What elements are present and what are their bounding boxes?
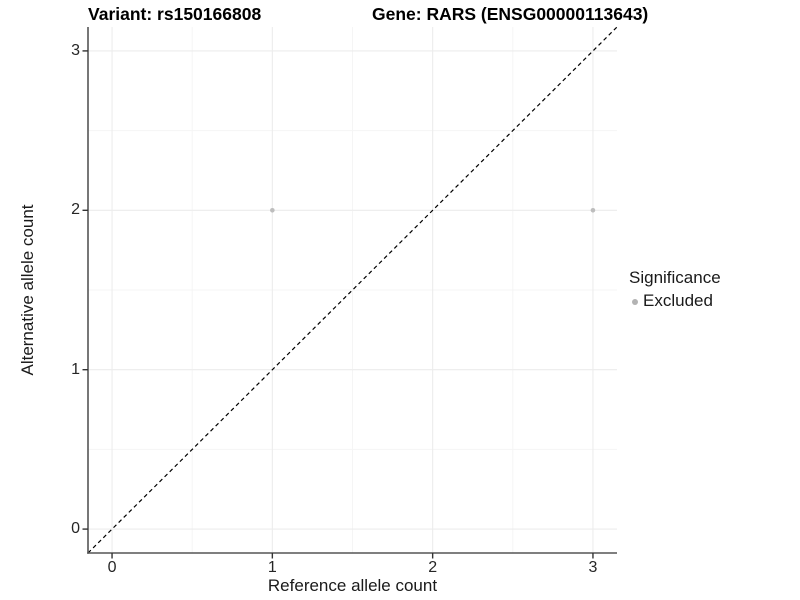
y-axis-title: Alternative allele count — [18, 204, 37, 376]
data-points — [270, 208, 596, 213]
legend: Significance Excluded — [629, 268, 721, 311]
grid-minor-lines — [88, 27, 617, 553]
x-tick-label: 3 — [588, 559, 598, 576]
data-point — [270, 208, 275, 213]
grid-major-lines — [88, 27, 617, 553]
y-tick-label: 2 — [71, 201, 80, 219]
x-tick-label: 0 — [107, 559, 117, 576]
y-tick-label: 0 — [71, 520, 80, 538]
legend-title: Significance — [629, 268, 721, 287]
legend-item-label: Excluded — [643, 291, 713, 310]
axis-tick-marks — [82, 50, 594, 559]
excluded-marker-icon — [632, 299, 638, 305]
plot-title-variant: Variant: rs150166808 — [88, 4, 262, 24]
axis-lines — [87, 27, 617, 554]
x-axis-title: Reference allele count — [267, 576, 438, 595]
x-tick-label: 1 — [267, 559, 277, 576]
legend-item-excluded: Excluded — [629, 291, 721, 311]
identity-reference-line — [87, 26, 618, 554]
data-point — [590, 208, 596, 213]
legend-items: Excluded — [629, 291, 721, 311]
y-tick-label: 1 — [71, 360, 80, 378]
plot-title-gene: Gene: RARS (ENSG00000113643) — [372, 4, 649, 24]
y-tick-label: 3 — [71, 41, 80, 59]
x-tick-label: 2 — [428, 559, 438, 576]
